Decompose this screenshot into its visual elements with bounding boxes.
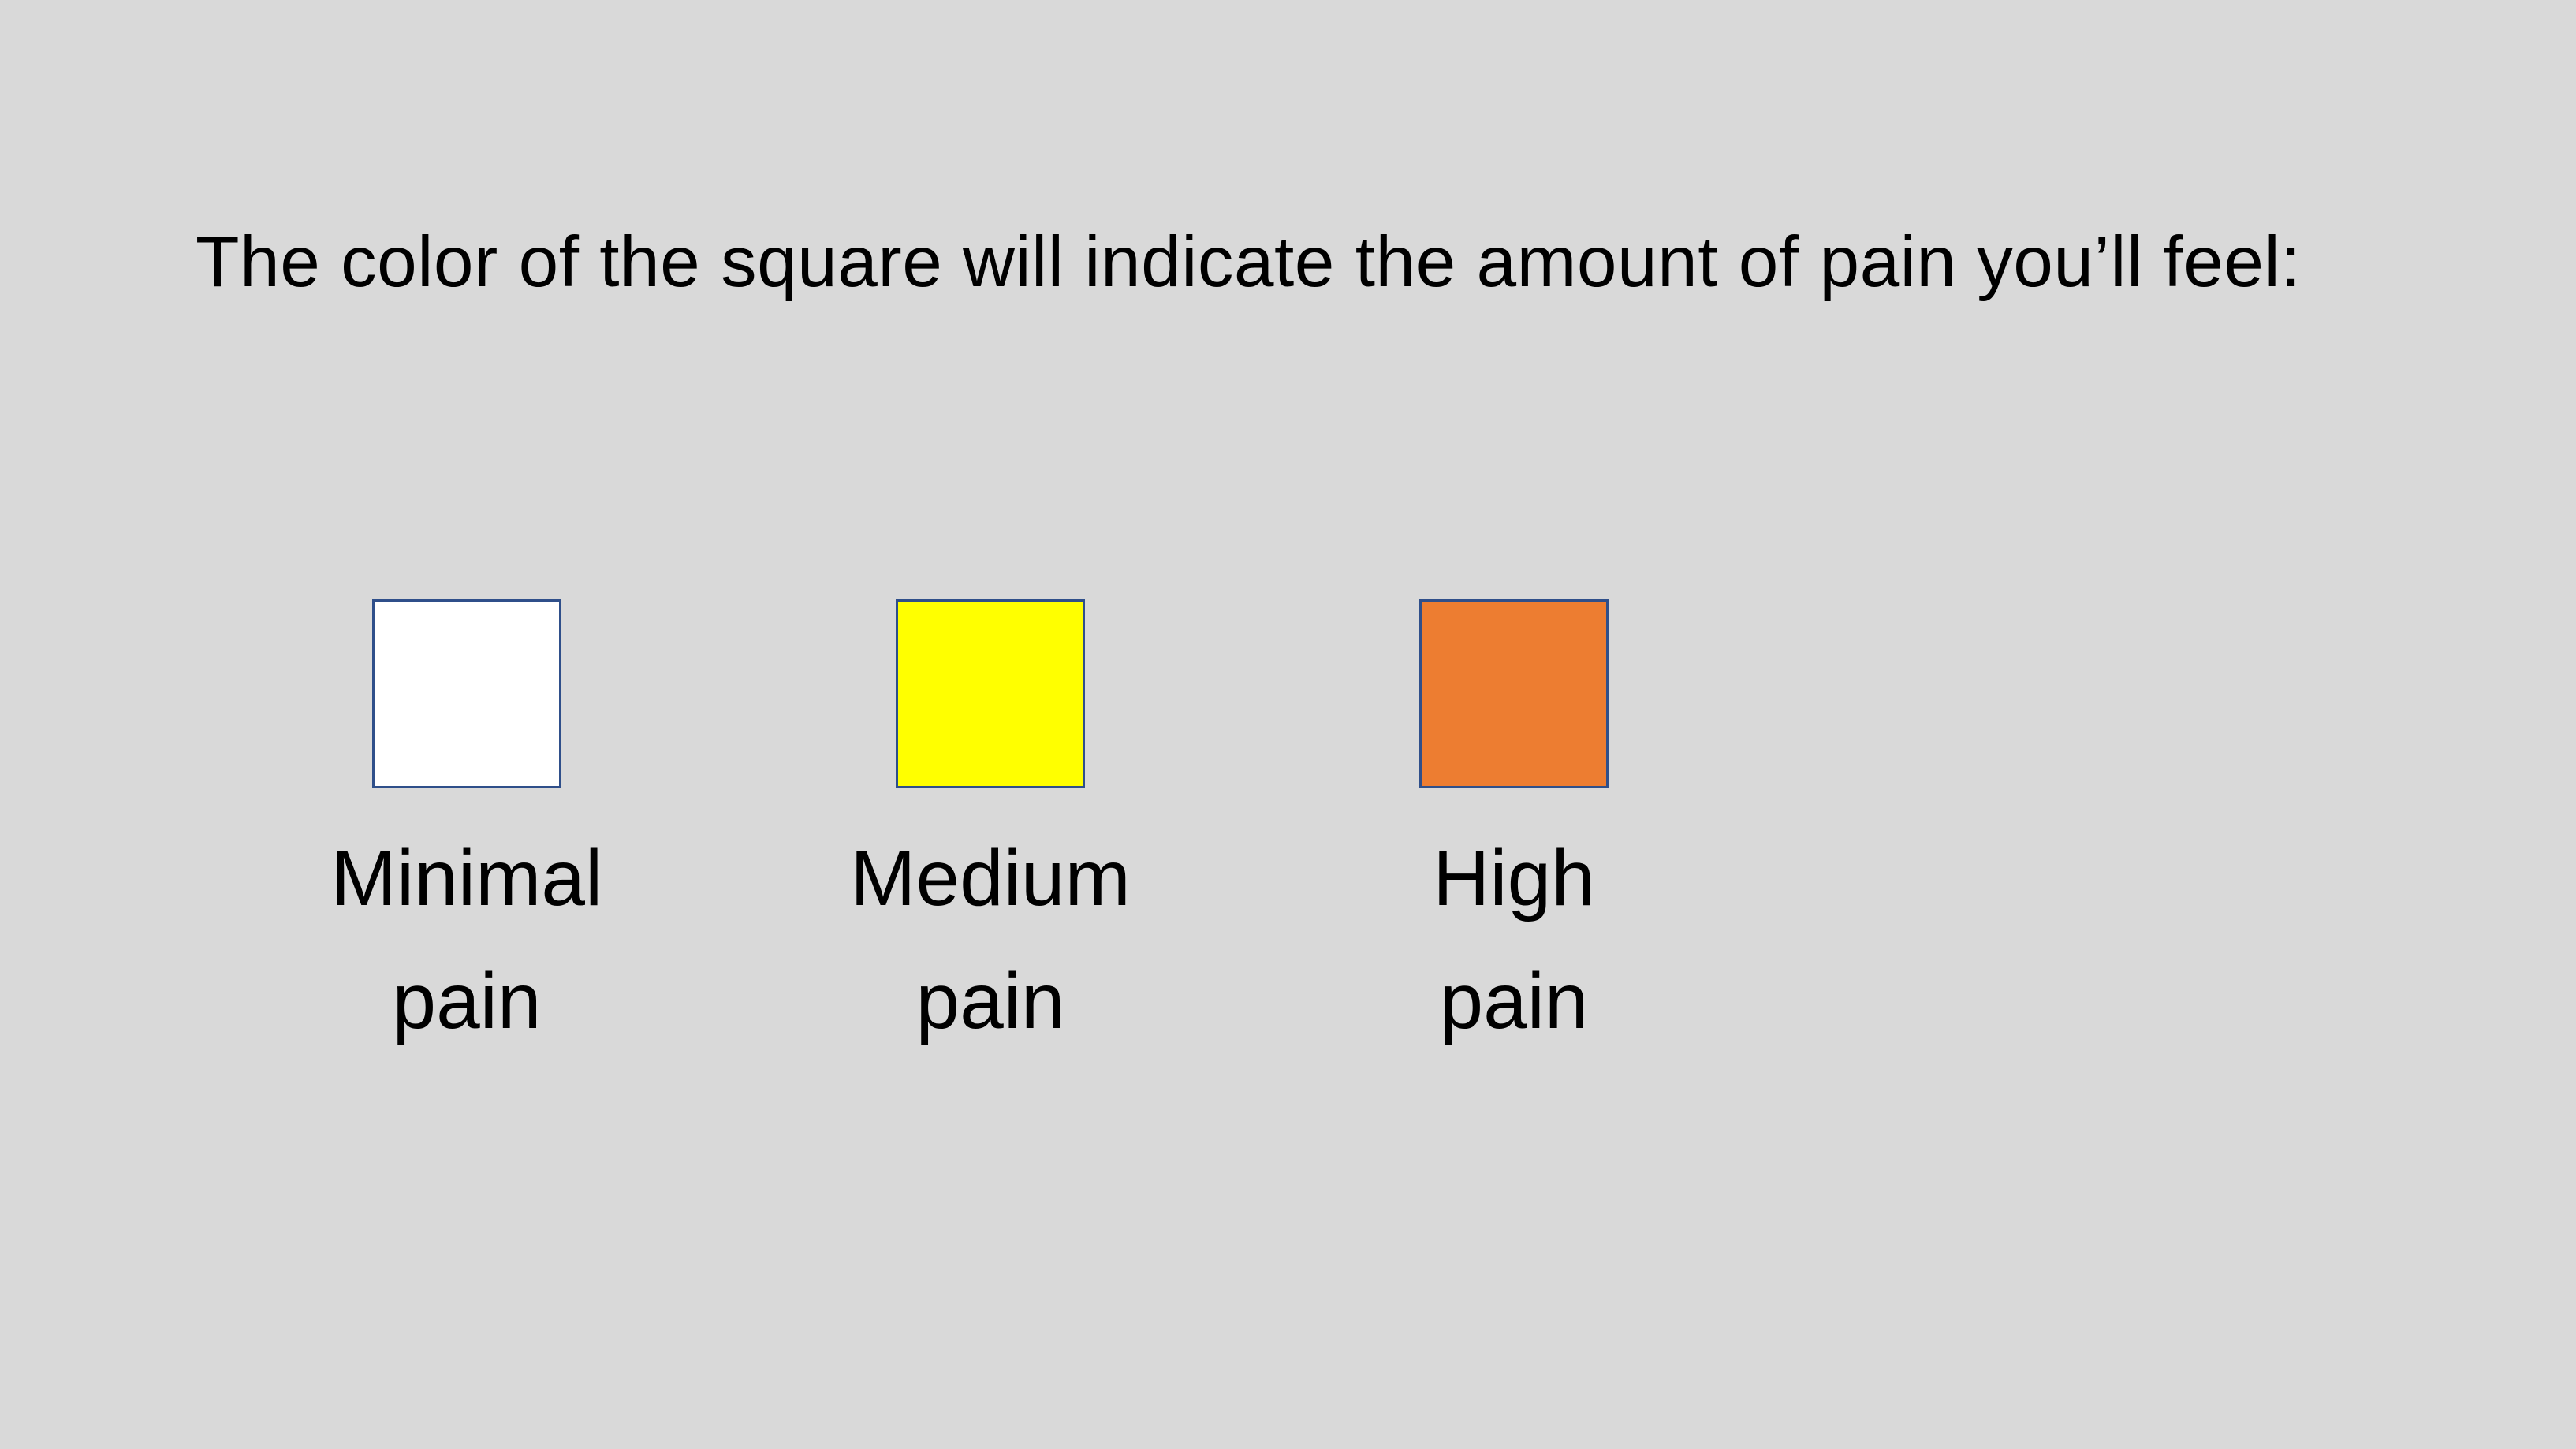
legend-label-line1: Minimal [330,834,603,922]
legend-item-medium: Medium pain [825,599,1156,1063]
legend-item-minimal: Minimal pain [301,599,632,1063]
instruction-text: The color of the square will indicate th… [196,222,2301,302]
legend-label-line1: High [1433,834,1595,922]
color-square-minimal [372,599,561,788]
legend-label-line2: pain [915,957,1065,1045]
color-square-medium [896,599,1085,788]
legend-label-line2: pain [1439,957,1589,1045]
legend-label-line2: pain [392,957,542,1045]
legend-label-minimal: Minimal pain [301,817,632,1063]
legend-label-medium: Medium pain [825,817,1156,1063]
color-square-high [1419,599,1609,788]
legend-label-high: High pain [1348,817,1679,1063]
legend-label-line1: Medium [850,834,1131,922]
legend-item-high: High pain [1348,599,1679,1063]
